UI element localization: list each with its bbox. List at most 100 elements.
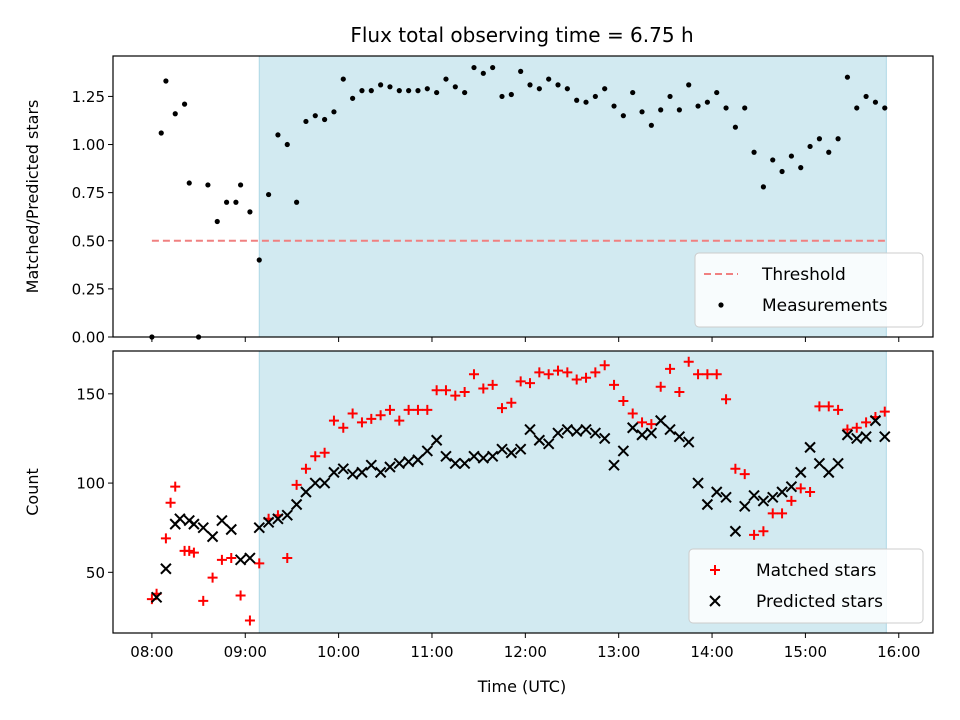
legend-label: Measurements (762, 296, 888, 316)
data-point (767, 491, 779, 504)
data-point (350, 95, 356, 101)
data-point (262, 516, 275, 529)
data-point (480, 70, 486, 76)
data-point (648, 122, 654, 128)
data-point (861, 417, 872, 428)
data-point (303, 118, 309, 125)
data-point (664, 423, 676, 436)
data-point (639, 109, 645, 115)
data-point (430, 434, 443, 446)
data-point (234, 554, 247, 566)
data-point (468, 450, 480, 463)
data-point (158, 130, 164, 136)
data-point (225, 523, 237, 536)
plot-frame (112, 55, 934, 338)
data-point (347, 408, 358, 419)
data-point (256, 257, 262, 263)
data-point (443, 76, 449, 82)
data-point (683, 356, 694, 367)
data-point (637, 417, 648, 428)
data-point (160, 563, 172, 575)
data-point (356, 417, 367, 428)
data-point (620, 113, 626, 119)
data-point (580, 423, 592, 436)
count-panel: 50 100 150 08:00 09:00 10:00 11:00 12:00 13:00 14… (23, 350, 934, 661)
data-point (406, 88, 412, 94)
data-point (721, 394, 732, 405)
data-point (776, 486, 788, 498)
data-point (499, 93, 505, 100)
data-point (833, 404, 844, 415)
x-tick-label: 10:00 (317, 643, 360, 661)
data-point (387, 84, 393, 90)
data-point (645, 427, 658, 439)
x-tick-label: 09:00 (224, 643, 267, 661)
data-point (233, 199, 239, 205)
data-point (235, 590, 246, 601)
data-point (318, 477, 331, 489)
data-point (869, 414, 882, 427)
data-point (431, 385, 442, 396)
data-point (879, 430, 891, 443)
data-point (590, 367, 601, 378)
data-point (676, 107, 682, 113)
data-point (282, 553, 293, 564)
data-point (394, 415, 405, 426)
data-point (186, 180, 192, 186)
data-point (673, 430, 686, 443)
data-point (198, 595, 209, 606)
data-point (543, 369, 554, 380)
data-point (674, 387, 685, 398)
data-point (496, 443, 508, 455)
y-tick-label: 0.00 (72, 329, 105, 347)
legend-box (688, 548, 924, 624)
data-point (786, 495, 797, 506)
data-point (592, 93, 598, 100)
data-point (739, 469, 750, 480)
data-point (618, 395, 629, 406)
data-point (468, 369, 479, 380)
data-point (170, 481, 181, 492)
data-point (378, 82, 384, 88)
data-point (627, 408, 638, 419)
data-point (478, 383, 489, 394)
data-point (730, 463, 741, 474)
data-point (546, 76, 552, 82)
data-point (714, 89, 720, 96)
data-point (739, 500, 751, 512)
data-point (490, 64, 496, 71)
data-point (265, 191, 272, 198)
data-point (415, 88, 421, 94)
data-point (693, 369, 704, 380)
data-point (291, 479, 302, 490)
chart-title: Flux total observing time = 6.75 h (350, 23, 693, 47)
data-point (860, 430, 872, 443)
data-point (571, 374, 582, 385)
data-point (452, 84, 458, 90)
data-point (636, 429, 648, 441)
data-point (542, 438, 555, 450)
data-point (785, 480, 798, 493)
legend: Matched stars Predicted stars (688, 548, 924, 624)
data-point (237, 182, 244, 188)
data-point (658, 107, 664, 113)
data-point (589, 427, 602, 439)
legend-marker (710, 565, 720, 575)
data-point (163, 78, 169, 84)
data-point (583, 99, 589, 105)
data-point (816, 136, 823, 142)
legend: Threshold Measurements (694, 252, 924, 328)
legend-box (694, 252, 924, 328)
data-point (244, 615, 255, 626)
data-point (609, 379, 620, 390)
data-point (337, 463, 349, 475)
data-point (462, 89, 468, 96)
ratio-panel: 0.00 0.25 0.50 0.75 1.00 1.25 Matched/Predicte… (23, 55, 934, 347)
data-point (711, 369, 722, 380)
data-point (440, 450, 452, 463)
data-point (720, 491, 732, 504)
data-point (214, 218, 220, 225)
data-point (290, 498, 303, 511)
x-tick-label: 08:00 (130, 643, 173, 661)
